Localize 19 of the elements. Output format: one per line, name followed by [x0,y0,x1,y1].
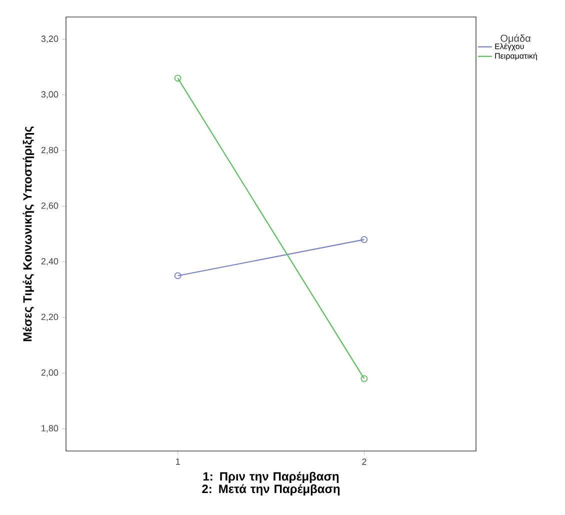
legend-title: Ομάδα [500,34,531,44]
point [174,272,182,280]
legend-label: Ελέγχου [495,43,524,51]
y-tick-label: 1,80 [42,425,58,432]
x-tick-label: 2 [362,458,366,465]
y-tick-label: 3,20 [41,36,58,43]
y-tick-label: 2,00 [41,369,58,377]
y-axis-title: Μέσες Τιμές Κοινωνικής Υποστήριξης [22,126,34,342]
y-tick-label: 2,40 [41,258,58,266]
point [360,236,368,244]
y-tick-label: 2,80 [41,146,58,154]
y-tick-label: 2,20 [41,314,58,322]
legend-label: Πειραματική [495,52,537,60]
y-tick-label: 3,00 [41,91,58,99]
x-tick-label: 1 [176,458,180,465]
point [174,74,182,82]
x-axis-title: 1: Πριν την Παρέμβαση 2: Μετά την Παρέμβαση [202,472,340,496]
y-tick-label: 2,60 [41,202,58,210]
point [360,375,368,382]
